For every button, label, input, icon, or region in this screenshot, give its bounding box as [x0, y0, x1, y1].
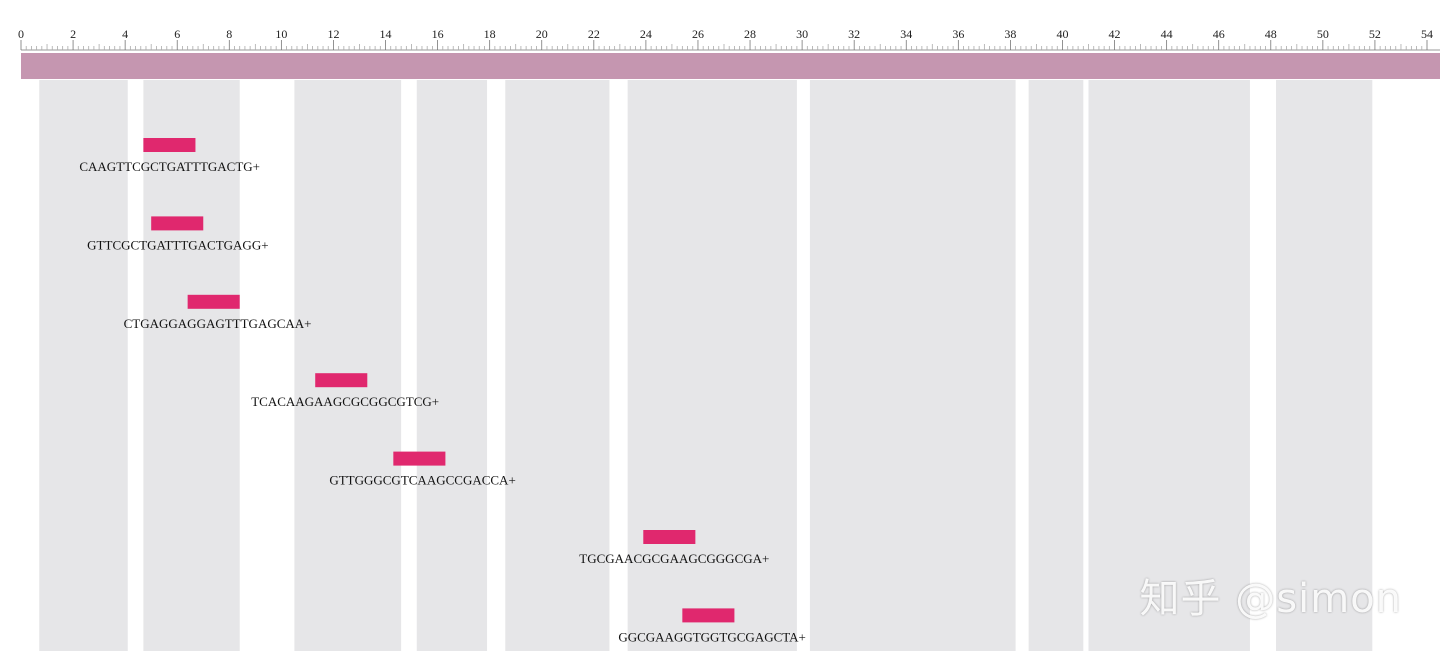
region-9 [1088, 80, 1250, 651]
region-2 [143, 80, 240, 651]
tick-label-2: 2 [70, 27, 76, 41]
tick-label-10: 10 [275, 27, 287, 41]
primer-item: CAAGTTCGCTGATTTGACTG+ [79, 138, 260, 174]
tick-label-52: 52 [1369, 27, 1381, 41]
tick-label-40: 40 [1056, 27, 1068, 41]
primer-item: TGCGAACGCGAAGCGGGCGA+ [579, 530, 769, 566]
watermark: 知乎 @simon [1139, 576, 1402, 622]
sequence-axis: 0 2 4 6 8 10 12 14 16 18 20 22 24 26 28 30 32 34 36 38 40 42 4… [18, 27, 1440, 51]
primer-label: CTGAGGAGGAGTTTGAGCAA+ [124, 316, 312, 331]
tick-label-0: 0 [18, 27, 24, 41]
tick-label-4: 4 [122, 27, 128, 41]
primer-bar [315, 373, 368, 388]
tick-label-12: 12 [327, 27, 339, 41]
primer-item: CTGAGGAGGAGTTTGAGCAA+ [124, 294, 312, 331]
primer-label: CAAGTTCGCTGATTTGACTG+ [79, 159, 260, 174]
tick-label-28: 28 [744, 27, 756, 41]
primer-label: GGCGAAGGTGGTGCGAGCTA+ [618, 629, 806, 644]
tick-label-6: 6 [174, 27, 180, 41]
region-4 [416, 80, 488, 651]
tick-label-36: 36 [952, 27, 964, 41]
primer-bar [143, 138, 196, 152]
primer-label: TGCGAACGCGAAGCGGGCGA+ [579, 551, 769, 566]
tick-label-32: 32 [848, 27, 860, 41]
tick-label-46: 46 [1213, 27, 1225, 41]
tick-label-44: 44 [1161, 27, 1173, 41]
region-8 [1028, 80, 1084, 651]
tick-label-18: 18 [484, 27, 496, 41]
primer-label: GTTGGGCGTCAAGCCGACCA+ [329, 473, 515, 488]
region-1 [39, 80, 128, 651]
primer-label: GTTCGCTGATTTGACTGAGG+ [87, 237, 268, 252]
region-10 [1275, 80, 1373, 651]
tick-label-42: 42 [1109, 27, 1121, 41]
primer-item: GTTGGGCGTCAAGCCGACCA+ [329, 451, 516, 488]
primer-bar [682, 608, 735, 623]
sequence-bar [21, 53, 1440, 79]
region-5 [505, 80, 610, 651]
tick-label-50: 50 [1317, 27, 1329, 41]
region-7 [809, 80, 1016, 651]
primer-bar [393, 451, 446, 466]
tick-label-26: 26 [692, 27, 704, 41]
region-3 [294, 80, 402, 651]
tick-label-8: 8 [226, 27, 232, 41]
tick-label-30: 30 [796, 27, 808, 41]
tick-label-16: 16 [432, 27, 444, 41]
tick-label-54: 54 [1421, 27, 1433, 41]
primer-item: TCACAAGAAGCGCGGCGTCG+ [251, 373, 439, 409]
tick-label-20: 20 [536, 27, 548, 41]
tick-label-22: 22 [588, 27, 600, 41]
tick-label-48: 48 [1265, 27, 1277, 41]
primer-bar [643, 530, 696, 544]
primer-bar [187, 294, 240, 309]
primer-list: CAAGTTCGCTGATTTGACTG+ GTTCGCTGATTTGACTGAG… [79, 138, 806, 644]
tick-label-24: 24 [640, 27, 652, 41]
primer-item: GTTCGCTGATTTGACTGAGG+ [87, 216, 269, 252]
exon-regions [39, 80, 1373, 651]
primer-label: TCACAAGAAGCGCGGCGTCG+ [251, 394, 439, 409]
tick-label-34: 34 [900, 27, 912, 41]
primer-bar [151, 216, 204, 231]
tick-label-38: 38 [1004, 27, 1016, 41]
primer-item: GGCGAAGGTGGTGCGAGCTA+ [618, 608, 806, 644]
region-6 [627, 80, 797, 651]
tick-label-14: 14 [380, 27, 392, 41]
